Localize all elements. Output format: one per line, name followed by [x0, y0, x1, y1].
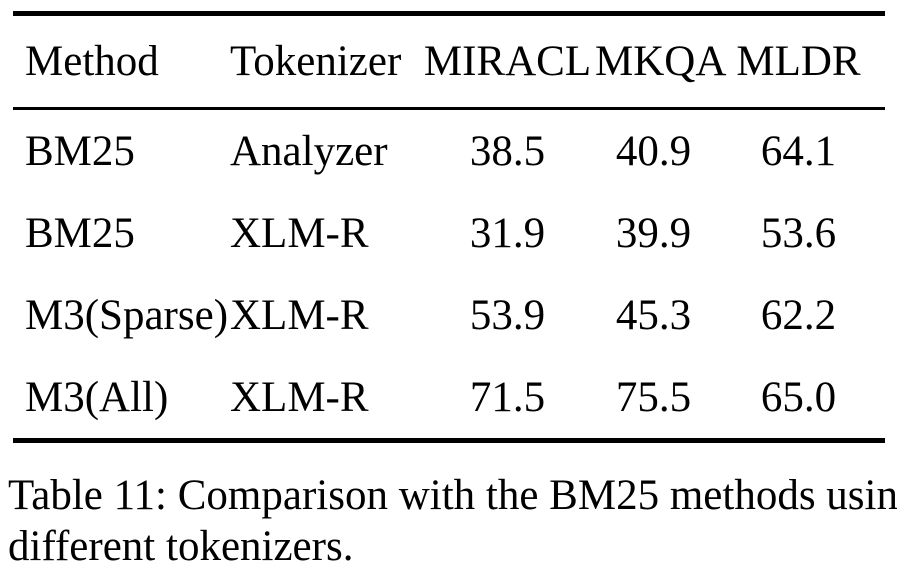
- cell-method: BM25: [25, 127, 135, 175]
- header-rule: [13, 107, 885, 110]
- cell-miracl: 71.5: [469, 373, 546, 421]
- cell-miracl: 38.5: [469, 127, 546, 175]
- cell-tokenizer: XLM-R: [230, 209, 369, 257]
- column-header-miracl: MIRACL: [423, 38, 592, 85]
- cell-tokenizer: XLM-R: [230, 373, 369, 421]
- table-header-row: Method Tokenizer MIRACL MKQA MLDR: [13, 16, 885, 107]
- table-row: BM25 Analyzer 38.5 40.9 64.1: [13, 110, 885, 192]
- cell-method: M3(All): [25, 373, 169, 421]
- cell-method: BM25: [25, 209, 135, 257]
- table-row: M3(All) XLM-R 71.5 75.5 65.0: [13, 356, 885, 438]
- column-header-method: Method: [25, 38, 159, 85]
- bottom-rule: [13, 438, 885, 443]
- cell-mldr: 53.6: [760, 209, 837, 257]
- cell-mldr: 65.0: [760, 373, 837, 421]
- cell-mldr: 64.1: [760, 127, 837, 175]
- cell-mkqa: 40.9: [615, 127, 692, 175]
- caption-line: different tokenizers.: [8, 523, 354, 570]
- caption-line: Table 11: Comparison with the BM25 metho…: [8, 472, 897, 519]
- top-rule: [13, 11, 885, 16]
- results-table: Method Tokenizer MIRACL MKQA MLDR BM25 A…: [13, 11, 885, 443]
- cell-method: M3(Sparse): [25, 291, 229, 339]
- cell-tokenizer: XLM-R: [230, 291, 369, 339]
- table-row: M3(Sparse) XLM-R 53.9 45.3 62.2: [13, 274, 885, 356]
- cell-tokenizer: Analyzer: [230, 127, 388, 175]
- cell-mldr: 62.2: [760, 291, 837, 339]
- column-header-tokenizer: Tokenizer: [230, 38, 402, 85]
- table-row: BM25 XLM-R 31.9 39.9 53.6: [13, 192, 885, 274]
- cell-miracl: 53.9: [469, 291, 546, 339]
- cell-miracl: 31.9: [469, 209, 546, 257]
- table-caption: Table 11: Comparison with the BM25 metho…: [8, 470, 897, 572]
- cell-mkqa: 45.3: [615, 291, 692, 339]
- column-header-mldr: MLDR: [736, 38, 861, 85]
- cell-mkqa: 39.9: [615, 209, 692, 257]
- cell-mkqa: 75.5: [615, 373, 692, 421]
- column-header-mkqa: MKQA: [595, 38, 727, 85]
